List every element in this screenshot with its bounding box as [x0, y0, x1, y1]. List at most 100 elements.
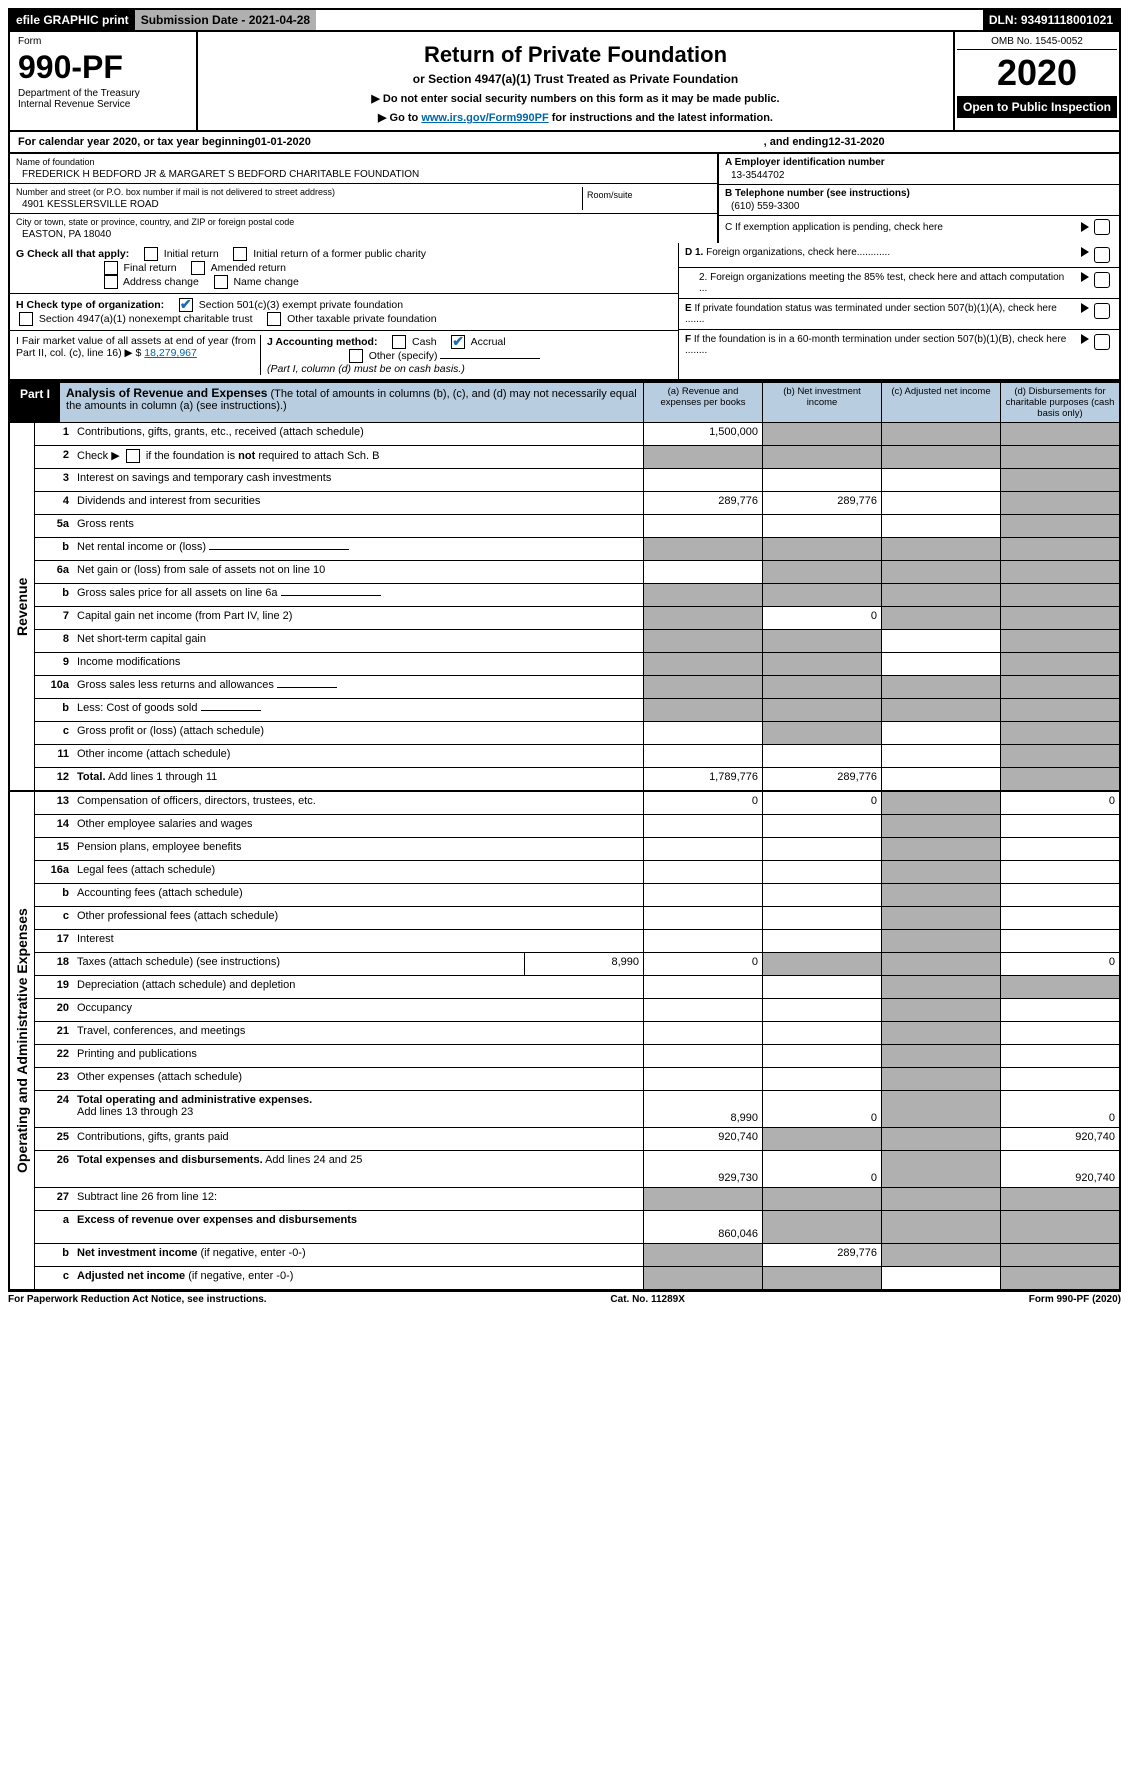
line-1-col-b [762, 423, 881, 445]
line-12-col-a: 1,789,776 [643, 768, 762, 790]
cal-year-begin: 01-01-2020 [255, 136, 311, 148]
address-change-checkbox[interactable] [104, 275, 118, 289]
room-suite-label: Room/suite [583, 187, 711, 210]
line-5b-input[interactable] [209, 549, 349, 550]
d1-text: Foreign organizations, check here.......… [706, 247, 890, 258]
line-16c: c Other professional fees (attach schedu… [35, 907, 1119, 930]
line-15: 15 Pension plans, employee benefits [35, 838, 1119, 861]
line-6b-input[interactable] [281, 595, 381, 596]
4947-label: Section 4947(a)(1) nonexempt charitable … [39, 313, 253, 325]
line-3: 3 Interest on savings and temporary cash… [35, 469, 1119, 492]
schedule-b-checkbox[interactable] [126, 449, 140, 463]
other-specify-checkbox[interactable] [349, 349, 363, 363]
amended-return-checkbox[interactable] [191, 261, 205, 275]
city-label: City or town, state or province, country… [16, 217, 711, 227]
d2-checkbox[interactable] [1094, 272, 1110, 288]
check-and-options-section: G Check all that apply: Initial return I… [8, 243, 1121, 381]
fmv-value[interactable]: 18,279,967 [144, 347, 197, 359]
501c3-checkbox[interactable] [179, 298, 193, 312]
name-change-label: Name change [233, 276, 298, 288]
e-row: E If private foundation status was termi… [679, 299, 1119, 330]
e-text: If private foundation status was termina… [685, 303, 1057, 325]
e-checkbox[interactable] [1094, 303, 1110, 319]
other-specify-input[interactable] [440, 358, 540, 359]
line-9: 9 Income modifications [35, 653, 1119, 676]
j-label: J Accounting method: [267, 336, 377, 348]
open-to-public-inspection: Open to Public Inspection [957, 96, 1117, 118]
cash-label: Cash [412, 336, 437, 348]
part-i-title: Analysis of Revenue and Expenses [66, 386, 267, 400]
initial-former-checkbox[interactable] [233, 247, 247, 261]
instr2-prefix: ▶ Go to [378, 112, 421, 124]
line-24: 24 Total operating and administrative ex… [35, 1091, 1119, 1128]
h-check-row: H Check type of organization: Section 50… [10, 294, 678, 331]
arrow-icon [1081, 247, 1089, 257]
line-14: 14 Other employee salaries and wages [35, 815, 1119, 838]
irs-label: Internal Revenue Service [18, 99, 188, 110]
form-title: Return of Private Foundation [204, 42, 947, 68]
line-10b-input[interactable] [201, 710, 261, 711]
other-taxable-checkbox[interactable] [267, 312, 281, 326]
j-note: (Part I, column (d) must be on cash basi… [267, 363, 465, 375]
line-4: 4 Dividends and interest from securities… [35, 492, 1119, 515]
line-6a: 6a Net gain or (loss) from sale of asset… [35, 561, 1119, 584]
line-1-col-a: 1,500,000 [643, 423, 762, 445]
city-state-zip: EASTON, PA 18040 [16, 227, 711, 240]
expenses-table: Operating and Administrative Expenses 13… [8, 792, 1121, 1291]
top-bar-spacer [316, 10, 983, 30]
exemption-pending-cell: C If exemption application is pending, c… [719, 216, 1119, 238]
header-right: OMB No. 1545-0052 2020 Open to Public In… [953, 32, 1119, 130]
final-return-checkbox[interactable] [104, 261, 118, 275]
d2-text: 2. Foreign organizations meeting the 85%… [685, 272, 1079, 294]
phone-value: (610) 559-3300 [725, 199, 1113, 212]
g-check-row: G Check all that apply: Initial return I… [10, 243, 678, 294]
d1-row: D 1. Foreign organizations, check here..… [679, 243, 1119, 268]
instruction-line-1: ▶ Do not enter social security numbers o… [204, 92, 947, 105]
final-return-label: Final return [124, 262, 177, 274]
address-main: Number and street (or P.O. box number if… [16, 187, 583, 210]
line-4-col-b: 289,776 [762, 492, 881, 514]
form-footer-label: Form 990-PF (2020) [1029, 1294, 1121, 1305]
arrow-icon [1081, 303, 1089, 313]
address-row: Number and street (or P.O. box number if… [10, 184, 717, 214]
line-2-desc: Check ▶ if the foundation is not require… [73, 446, 643, 468]
city-cell: City or town, state or province, country… [10, 214, 717, 243]
line-27b: b Net investment income (if negative, en… [35, 1244, 1119, 1267]
amended-return-label: Amended return [211, 262, 286, 274]
form-label: Form [18, 36, 188, 47]
arrow-icon [1081, 334, 1089, 344]
info-right-column: A Employer identification number 13-3544… [719, 154, 1119, 243]
address-change-label: Address change [123, 276, 199, 288]
accrual-checkbox[interactable] [451, 335, 465, 349]
line-10a: 10a Gross sales less returns and allowan… [35, 676, 1119, 699]
d1-checkbox[interactable] [1094, 247, 1110, 263]
submission-date: Submission Date - 2021-04-28 [135, 10, 316, 30]
line-25: 25 Contributions, gifts, grants paid 920… [35, 1128, 1119, 1151]
identity-info-grid: Name of foundation FREDERICK H BEDFORD J… [8, 154, 1121, 243]
name-change-checkbox[interactable] [214, 275, 228, 289]
line-5a: 5a Gross rents [35, 515, 1119, 538]
line-17: 17 Interest [35, 930, 1119, 953]
irs-link[interactable]: www.irs.gov/Form990PF [421, 112, 548, 124]
line-27a: a Excess of revenue over expenses and di… [35, 1211, 1119, 1244]
c-checkbox[interactable] [1094, 219, 1110, 235]
expenses-rows: 13 Compensation of officers, directors, … [35, 792, 1119, 1289]
line-10b: b Less: Cost of goods sold [35, 699, 1119, 722]
i-label: I Fair market value of all assets at end… [16, 335, 256, 359]
c-label: C If exemption application is pending, c… [725, 222, 1079, 233]
4947-checkbox[interactable] [19, 312, 33, 326]
ein-value: 13-3544702 [725, 168, 1113, 181]
part-i-header-row: Part I Analysis of Revenue and Expenses … [8, 381, 1121, 423]
line-6b: b Gross sales price for all assets on li… [35, 584, 1119, 607]
cash-checkbox[interactable] [392, 335, 406, 349]
ein-cell: A Employer identification number 13-3544… [719, 154, 1119, 185]
line-27c: c Adjusted net income (if negative, ente… [35, 1267, 1119, 1289]
g-label: G Check all that apply: [16, 248, 129, 260]
line-21: 21 Travel, conferences, and meetings [35, 1022, 1119, 1045]
revenue-side-label: Revenue [10, 423, 35, 790]
f-text: If the foundation is in a 60-month termi… [685, 334, 1066, 356]
line-10a-input[interactable] [277, 687, 337, 688]
initial-return-checkbox[interactable] [144, 247, 158, 261]
cal-year-mid: , and ending [764, 136, 829, 148]
f-checkbox[interactable] [1094, 334, 1110, 350]
